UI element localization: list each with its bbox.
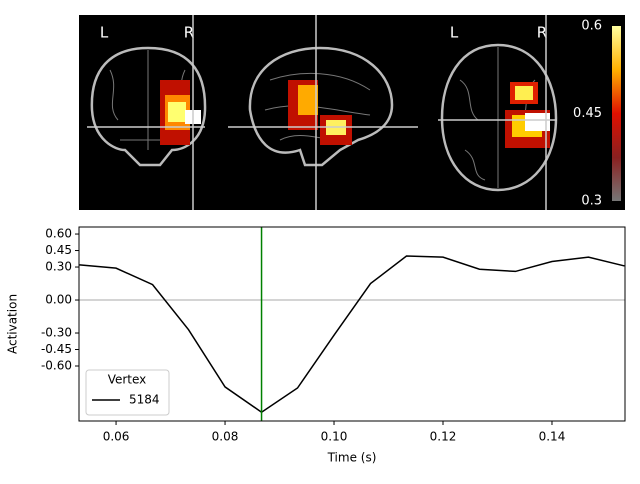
brain-overlay: L R L R 0.6 0.45 0.3	[87, 15, 621, 210]
colorbar	[612, 26, 621, 201]
x-axis-label: Time (s)	[327, 451, 377, 465]
y-tick-label: -0.45	[41, 342, 72, 356]
y-tick-label: 0.00	[45, 293, 72, 307]
brain-panel: L R L R 0.6 0.45 0.3	[79, 15, 625, 210]
y-tick-label: -0.30	[41, 326, 72, 340]
colorbar-tick-label: 0.3	[581, 194, 602, 209]
colorbar-tick-label: 0.6	[581, 19, 602, 34]
coronal-view	[90, 46, 207, 167]
legend: Vertex 5184	[85, 369, 170, 416]
legend-box	[85, 369, 170, 416]
x-tick-label: 0.06	[103, 430, 130, 444]
hemisphere-label: R	[184, 24, 194, 42]
legend-label: 5184	[129, 393, 160, 407]
y-tick-label: -0.60	[41, 359, 72, 373]
hemisphere-label: L	[100, 24, 109, 42]
y-axis-label: Activation	[6, 294, 20, 354]
plot-frame	[78, 226, 626, 422]
hemisphere-label: L	[450, 24, 459, 42]
sagittal-view	[248, 46, 394, 167]
x-tick-label: 0.14	[539, 430, 566, 444]
hemisphere-label: R	[537, 24, 547, 42]
legend-title: Vertex	[108, 373, 147, 387]
line-chart: 0.60 0.45 0.30 0.00 -0.30 -0.45 -0.60 0.06 0.08 0…	[6, 226, 626, 465]
x-tick-label: 0.08	[212, 430, 239, 444]
x-tick-label: 0.10	[321, 430, 348, 444]
y-tick-label: 0.45	[45, 243, 72, 257]
colorbar-tick-label: 0.45	[573, 106, 602, 121]
y-tick-label: 0.60	[45, 227, 72, 241]
axial-view	[440, 43, 558, 192]
series-line	[79, 255, 625, 414]
x-tick-label: 0.12	[430, 430, 457, 444]
y-tick-label: 0.30	[45, 260, 72, 274]
